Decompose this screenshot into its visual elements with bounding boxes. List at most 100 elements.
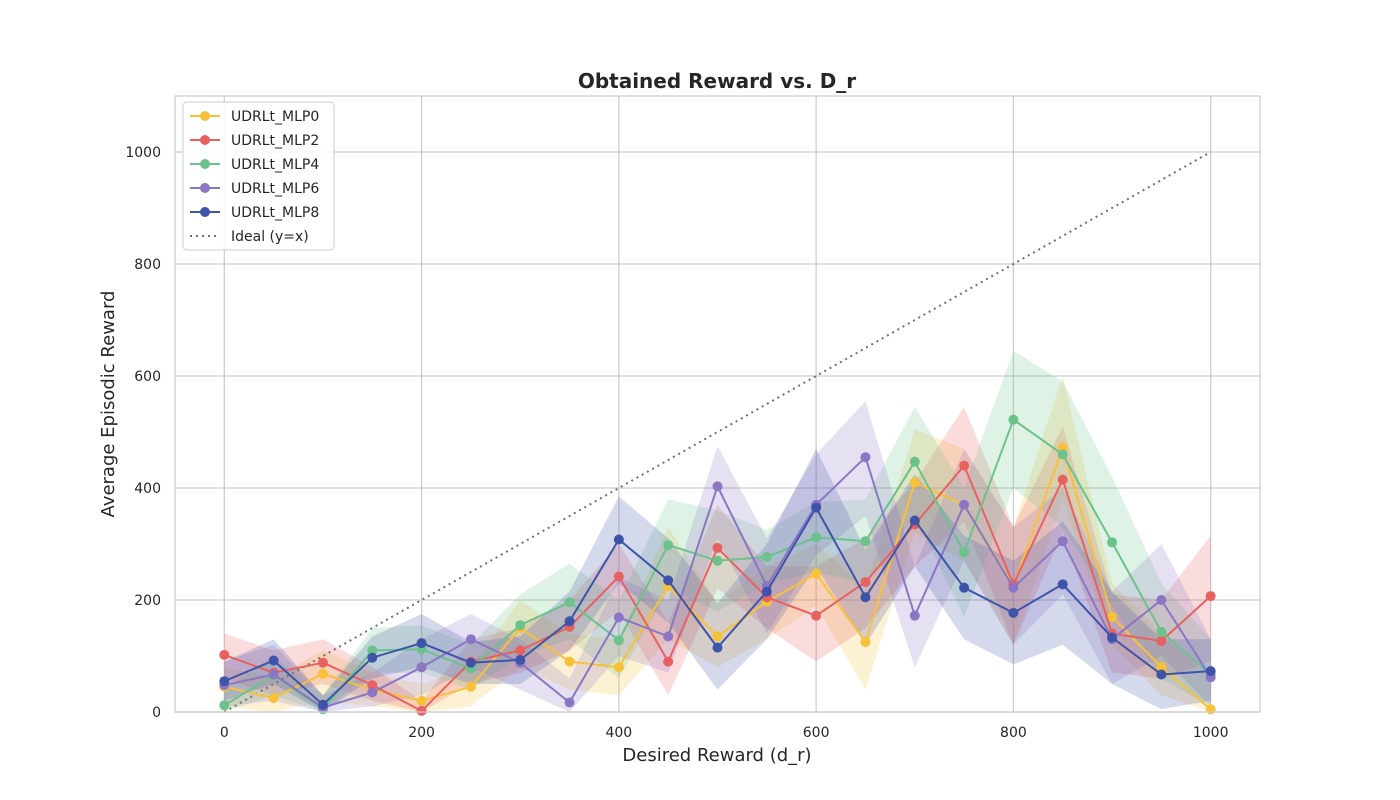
data-point-UDRLt_MLP8 <box>564 616 575 627</box>
data-point-UDRLt_MLP6 <box>613 612 624 623</box>
legend-frame <box>182 101 335 251</box>
x-tick-label: 400 <box>605 725 632 741</box>
y-tick-label: 600 <box>134 369 161 385</box>
y-axis-label: Average Episodic Reward <box>98 291 119 518</box>
data-point-UDRLt_MLP2 <box>367 680 378 691</box>
legend-entry: UDRLt_MLP4 <box>190 157 319 173</box>
data-point-UDRLt_MLP4 <box>219 700 230 711</box>
x-tick-label: 600 <box>803 725 830 741</box>
data-point-UDRLt_MLP8 <box>465 657 476 668</box>
data-point-UDRLt_MLP6 <box>416 662 427 673</box>
data-point-UDRLt_MLP8 <box>663 575 674 586</box>
data-point-UDRLt_MLP8 <box>1057 579 1068 590</box>
data-point-UDRLt_MLP8 <box>367 652 378 663</box>
data-point-UDRLt_MLP6 <box>268 669 279 680</box>
data-point-UDRLt_MLP2 <box>860 577 871 588</box>
data-point-UDRLt_MLP8 <box>761 586 772 597</box>
data-point-UDRLt_MLP0 <box>1107 611 1118 622</box>
data-point-UDRLt_MLP0 <box>860 637 871 647</box>
data-point-UDRLt_MLP4 <box>1107 537 1118 548</box>
data-point-UDRLt_MLP8 <box>416 638 427 649</box>
data-point-UDRLt_MLP8 <box>712 642 723 653</box>
legend-swatch-marker <box>200 111 210 121</box>
data-point-UDRLt_MLP2 <box>1205 591 1216 602</box>
legend-label: UDRLt_MLP4 <box>231 157 319 173</box>
band-UDRLt_MLP4 <box>224 350 1211 712</box>
data-point-UDRLt_MLP8 <box>219 676 230 687</box>
data-point-UDRLt_MLP6 <box>959 499 970 510</box>
data-point-UDRLt_MLP6 <box>1156 595 1167 605</box>
data-point-UDRLt_MLP2 <box>811 610 822 621</box>
data-point-UDRLt_MLP8 <box>1107 632 1118 643</box>
data-point-UDRLt_MLP8 <box>811 502 822 513</box>
data-point-UDRLt_MLP6 <box>1057 536 1068 547</box>
data-point-UDRLt_MLP8 <box>613 534 624 545</box>
y-tick-label: 800 <box>134 257 161 273</box>
data-point-UDRLt_MLP8 <box>1008 607 1019 618</box>
legend-label: UDRLt_MLP2 <box>231 133 319 149</box>
data-point-UDRLt_MLP6 <box>860 452 871 463</box>
x-tick-label: 800 <box>1000 725 1027 741</box>
legend-swatch-marker <box>200 207 210 217</box>
data-point-UDRLt_MLP4 <box>860 536 871 547</box>
data-point-UDRLt_MLP8 <box>317 699 328 710</box>
legend-swatch-marker <box>200 159 210 169</box>
plot-area <box>175 96 1260 712</box>
legend-entry: UDRLt_MLP0 <box>190 109 319 125</box>
legend-label: Ideal (y=x) <box>231 229 309 245</box>
data-point-UDRLt_MLP0 <box>1156 662 1167 673</box>
data-point-UDRLt_MLP6 <box>663 631 674 642</box>
data-point-UDRLt_MLP8 <box>268 655 279 666</box>
legend-label: UDRLt_MLP6 <box>231 181 319 197</box>
legend-entry: UDRLt_MLP8 <box>190 205 319 221</box>
data-point-UDRLt_MLP6 <box>1008 582 1019 593</box>
data-point-UDRLt_MLP4 <box>367 645 378 656</box>
legend: UDRLt_MLP0 UDRLt_MLP2 UDRLt_MLP4 UDRLt_MLP6… <box>182 101 335 251</box>
plot-frame <box>174 95 1261 713</box>
data-point-UDRLt_MLP0 <box>416 695 427 706</box>
data-point-UDRLt_MLP2 <box>712 542 723 553</box>
data-point-UDRLt_MLP2 <box>219 649 230 660</box>
data-point-UDRLt_MLP4 <box>712 555 723 566</box>
y-tick-label: 200 <box>134 593 161 609</box>
data-point-UDRLt_MLP4 <box>909 456 920 467</box>
data-point-UDRLt_MLP2 <box>1156 635 1167 646</box>
data-point-UDRLt_MLP2 <box>959 460 970 471</box>
data-point-UDRLt_MLP4 <box>1057 449 1068 460</box>
data-point-UDRLt_MLP2 <box>416 705 427 716</box>
data-point-UDRLt_MLP0 <box>317 668 328 679</box>
data-point-UDRLt_MLP0 <box>712 631 723 642</box>
data-point-UDRLt_MLP2 <box>317 657 328 668</box>
data-point-UDRLt_MLP8 <box>860 592 871 603</box>
data-point-UDRLt_MLP4 <box>663 540 674 551</box>
legend-swatch-marker <box>200 135 210 145</box>
y-tick-label: 0 <box>152 705 161 721</box>
data-point-UDRLt_MLP8 <box>959 582 970 593</box>
x-tick-label: 200 <box>408 725 435 741</box>
data-point-UDRLt_MLP4 <box>1008 414 1019 425</box>
data-point-UDRLt_MLP8 <box>909 515 920 526</box>
data-point-UDRLt_MLP6 <box>367 687 378 698</box>
data-point-UDRLt_MLP0 <box>465 681 476 692</box>
data-point-UDRLt_MLP4 <box>761 551 772 562</box>
legend-label: UDRLt_MLP0 <box>231 109 319 125</box>
data-point-UDRLt_MLP8 <box>515 654 526 665</box>
data-point-UDRLt_MLP0 <box>1205 704 1216 715</box>
data-point-UDRLt_MLP0 <box>811 568 822 579</box>
data-point-UDRLt_MLP4 <box>564 597 575 608</box>
data-point-UDRLt_MLP4 <box>811 532 822 543</box>
chart-title: Obtained Reward vs. D_r <box>578 69 856 93</box>
data-point-UDRLt_MLP8 <box>1156 669 1167 680</box>
data-point-UDRLt_MLP4 <box>613 635 624 646</box>
data-point-UDRLt_MLP2 <box>1057 474 1068 485</box>
data-point-UDRLt_MLP4 <box>959 547 970 558</box>
data-point-UDRLt_MLP6 <box>564 697 575 708</box>
band-UDRLt_MLP8 <box>224 448 1211 712</box>
data-point-UDRLt_MLP2 <box>613 571 624 582</box>
data-point-UDRLt_MLP0 <box>564 656 575 667</box>
data-point-UDRLt_MLP2 <box>515 645 526 656</box>
legend-label: UDRLt_MLP8 <box>231 205 319 221</box>
legend-entry: UDRLt_MLP2 <box>190 133 319 149</box>
data-point-UDRLt_MLP4 <box>1156 626 1167 637</box>
band-UDRLt_MLP0 <box>224 376 1211 712</box>
